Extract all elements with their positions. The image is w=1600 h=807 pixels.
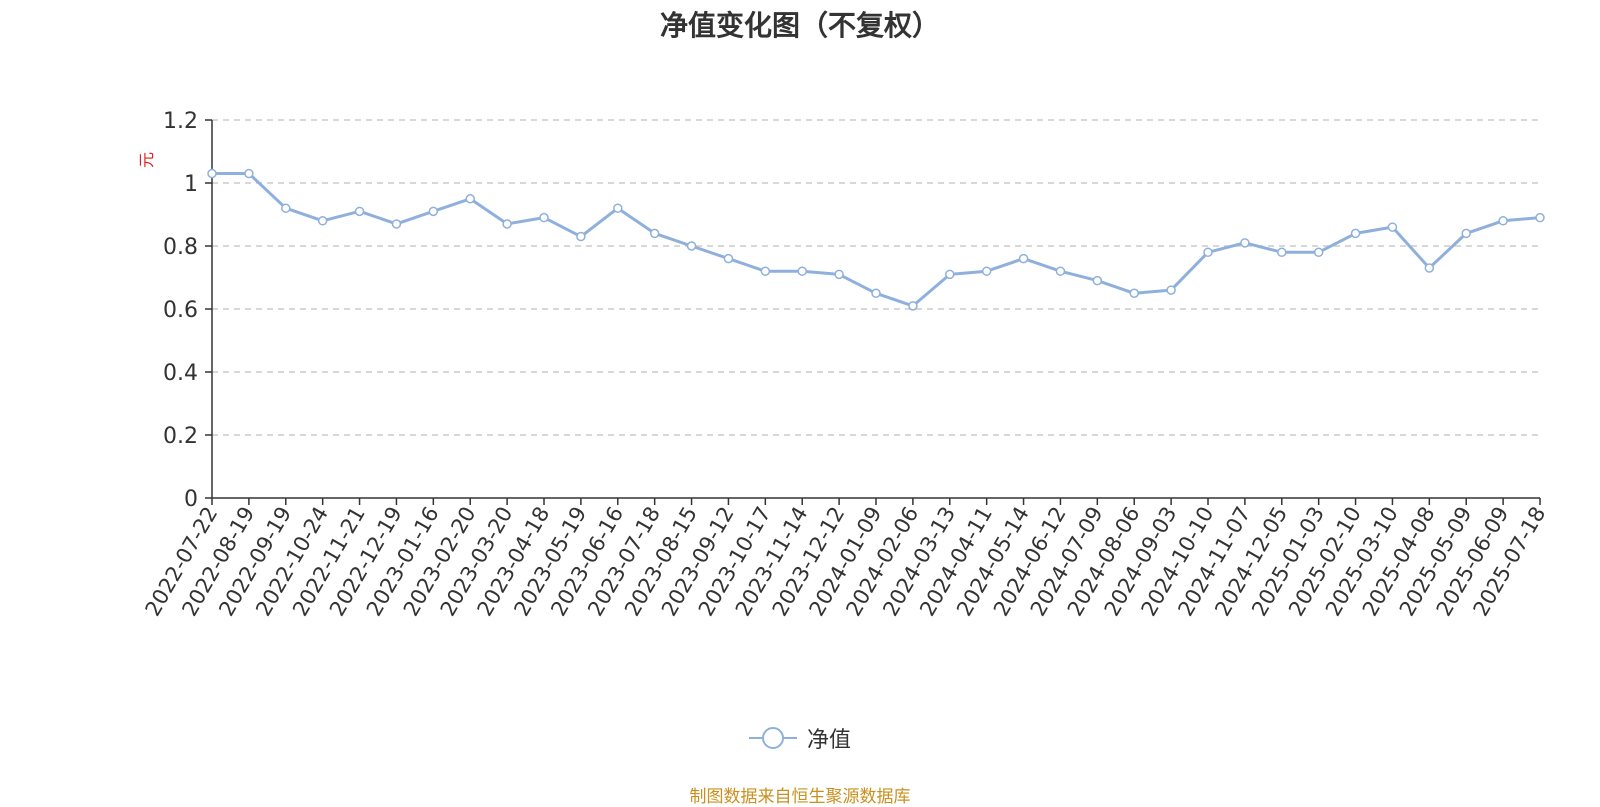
legend[interactable]: 净值: [0, 722, 1600, 756]
y-tick-label: 0.8: [163, 235, 198, 260]
source-note: 制图数据来自恒生聚源数据库: [689, 787, 911, 807]
y-tick-label: 1: [184, 172, 198, 197]
data-point[interactable]: [1461, 228, 1471, 239]
data-point[interactable]: [539, 212, 549, 223]
data-point[interactable]: [686, 241, 697, 251]
data-point[interactable]: [207, 168, 217, 179]
data-point[interactable]: [576, 231, 586, 242]
data-point[interactable]: [1055, 266, 1066, 276]
data-point[interactable]: [1129, 288, 1139, 298]
y-tick-label: 0.4: [163, 361, 198, 386]
data-point[interactable]: [428, 206, 439, 217]
data-point[interactable]: [834, 269, 844, 280]
gridlines: [212, 119, 1540, 436]
legend-label: 净值: [806, 728, 851, 753]
chart-title: 净值变化图（不复权）: [659, 9, 940, 42]
data-point[interactable]: [1166, 285, 1176, 295]
axes: 00.20.40.60.811.22022-07-222022-08-19202…: [141, 109, 1551, 620]
data-point[interactable]: [1535, 212, 1545, 223]
data-point[interactable]: [1350, 228, 1361, 239]
data-point[interactable]: [1424, 263, 1435, 273]
y-tick-label: 0.6: [163, 298, 198, 323]
data-point[interactable]: [354, 206, 365, 217]
data-point[interactable]: [981, 266, 992, 276]
data-point[interactable]: [1498, 216, 1508, 226]
y-tick-label: 0: [184, 487, 198, 512]
data-point[interactable]: [502, 219, 512, 229]
data-point[interactable]: [1313, 247, 1324, 258]
y-tick-label: 0.2: [163, 424, 198, 449]
data-point[interactable]: [465, 194, 475, 204]
data-point[interactable]: [1018, 253, 1029, 264]
data-point[interactable]: [244, 168, 254, 179]
data-point[interactable]: [317, 216, 328, 226]
data-point[interactable]: [945, 269, 955, 280]
series: [207, 168, 1545, 311]
data-point[interactable]: [797, 266, 807, 276]
data-point[interactable]: [391, 219, 402, 229]
data-point[interactable]: [1203, 247, 1213, 258]
data-point[interactable]: [760, 266, 771, 276]
data-point[interactable]: [1387, 222, 1398, 232]
legend-line-icon: [748, 727, 797, 749]
data-point[interactable]: [871, 288, 881, 298]
data-point[interactable]: [1092, 275, 1103, 286]
data-point[interactable]: [613, 203, 623, 213]
data-point[interactable]: [1240, 238, 1250, 248]
data-point[interactable]: [723, 253, 734, 264]
y-tick-label: 1.2: [163, 109, 198, 134]
data-point[interactable]: [1277, 247, 1287, 258]
data-point[interactable]: [908, 301, 918, 311]
series-line: [212, 172, 1541, 308]
data-point[interactable]: [649, 228, 660, 239]
y-axis-label: 元: [137, 152, 156, 168]
data-point[interactable]: [281, 203, 291, 213]
